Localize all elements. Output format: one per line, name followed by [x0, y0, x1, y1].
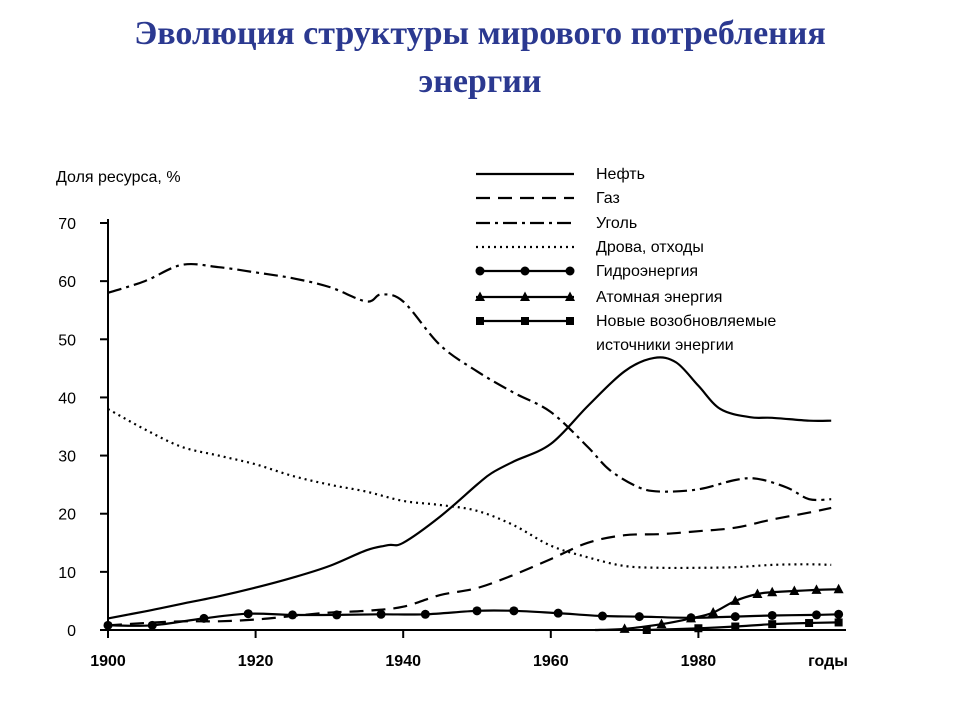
x-tick-label: 1960 [533, 653, 569, 670]
data-point-nuclear [811, 584, 822, 594]
legend-marker-renewables [476, 317, 484, 325]
y-tick-label: 20 [58, 507, 76, 524]
legend-item-nuclear: Атомная энергия [475, 289, 722, 306]
x-tick-label: 1940 [385, 653, 421, 670]
page-title: Эволюция структуры мирового потребления … [0, 10, 960, 106]
data-point-nuclear [708, 607, 719, 617]
x-tick-label: 1980 [681, 653, 717, 670]
legend-marker-nuclear [565, 291, 575, 301]
series-gas [107, 506, 832, 627]
chart-series-layer [103, 262, 844, 634]
legend-label-oil: Нефть [596, 166, 645, 183]
data-point-nuclear [619, 623, 630, 633]
y-tick-label: 40 [58, 390, 76, 407]
legend-item-gas: Газ [476, 190, 620, 207]
legend-label-coal: Уголь [596, 215, 637, 232]
data-point-nuclear [730, 595, 741, 605]
legend-item-renewables: Новые возобновляемые [476, 313, 776, 330]
data-point-hydro [553, 608, 563, 618]
data-point-renewables [834, 618, 843, 627]
data-point-nuclear [686, 612, 697, 623]
data-point-hydro [811, 610, 821, 620]
y-axis-label: Доля ресурса, % [56, 169, 181, 186]
y-tick-label: 60 [58, 274, 76, 291]
data-point-hydro [199, 613, 209, 623]
data-point-hydro [509, 606, 519, 616]
data-point-hydro [730, 612, 740, 622]
series-coal [107, 262, 832, 502]
data-point-nuclear [767, 586, 778, 597]
legend-marker-nuclear [520, 291, 530, 301]
x-tick-label: 1900 [90, 653, 126, 670]
chart-axes: 0 10 20 30 40 50 60 70 1900 1920 1940 1960 1980 годы Д… [56, 169, 848, 670]
data-point-hydro [472, 606, 482, 616]
legend-label-renewables: Новые возобновляемые [596, 313, 776, 330]
data-point-nuclear [833, 583, 844, 594]
data-point-hydro [634, 612, 644, 622]
legend-label-wood: Дрова, отходы [596, 239, 704, 256]
data-point-hydro [332, 610, 342, 620]
series-line-oil [107, 356, 832, 620]
data-point-hydro [597, 611, 607, 621]
series-nuclear [595, 583, 844, 633]
series-renewables [642, 618, 843, 634]
data-point-renewables [694, 624, 703, 633]
data-point-hydro [103, 620, 113, 630]
legend-label-hydro: Гидроэнергия [596, 263, 698, 280]
y-tick-label: 70 [58, 216, 76, 233]
data-point-hydro [834, 609, 844, 619]
x-axis-label: годы [808, 653, 848, 670]
series-wood [107, 408, 832, 570]
legend-marker-renewables [521, 317, 529, 325]
legend-marker-hydro [565, 266, 575, 276]
data-point-hydro [243, 609, 253, 619]
data-point-renewables [768, 620, 777, 629]
legend-label-gas: Газ [596, 190, 620, 207]
series-line-wood [107, 408, 832, 570]
data-point-hydro [767, 610, 777, 620]
y-tick-label: 30 [58, 449, 76, 466]
legend-item-oil: Нефть [476, 166, 645, 183]
data-point-nuclear [789, 585, 800, 596]
series-line-coal [107, 262, 832, 502]
series-line-gas [107, 506, 832, 627]
data-point-nuclear [752, 588, 763, 598]
x-tick-label: 1920 [238, 653, 274, 670]
data-point-hydro [420, 609, 430, 619]
chart-legend: Нефть Газ Уголь Дрова, отходы Гидроэнергия Ат… [475, 166, 776, 354]
series-hydro [103, 606, 844, 630]
data-point-renewables [731, 622, 740, 631]
data-point-nuclear [656, 618, 667, 629]
legend-label-renewables-line2: источники энергии [596, 337, 734, 354]
y-tick-label: 0 [67, 623, 76, 640]
data-point-renewables [642, 626, 651, 634]
data-point-hydro [376, 609, 386, 619]
legend-marker-hydro [520, 266, 530, 276]
data-point-hydro [288, 610, 297, 620]
y-tick-label: 10 [58, 565, 76, 582]
data-point-renewables [805, 619, 814, 628]
legend-item-wood: Дрова, отходы [476, 239, 704, 256]
data-point-hydro [147, 620, 157, 630]
series-oil [107, 356, 832, 620]
legend-item-coal: Уголь [476, 215, 637, 232]
legend-marker-renewables [566, 317, 574, 325]
title-line-1: Эволюция структуры мирового потребления [134, 15, 826, 52]
legend-item-hydro: Гидроэнергия [475, 263, 698, 280]
y-tick-label: 50 [58, 332, 76, 349]
legend-label-nuclear: Атомная энергия [596, 289, 722, 306]
title-line-2: энергии [418, 63, 542, 100]
legend-marker-hydro [475, 266, 485, 276]
legend-marker-nuclear [475, 291, 485, 301]
